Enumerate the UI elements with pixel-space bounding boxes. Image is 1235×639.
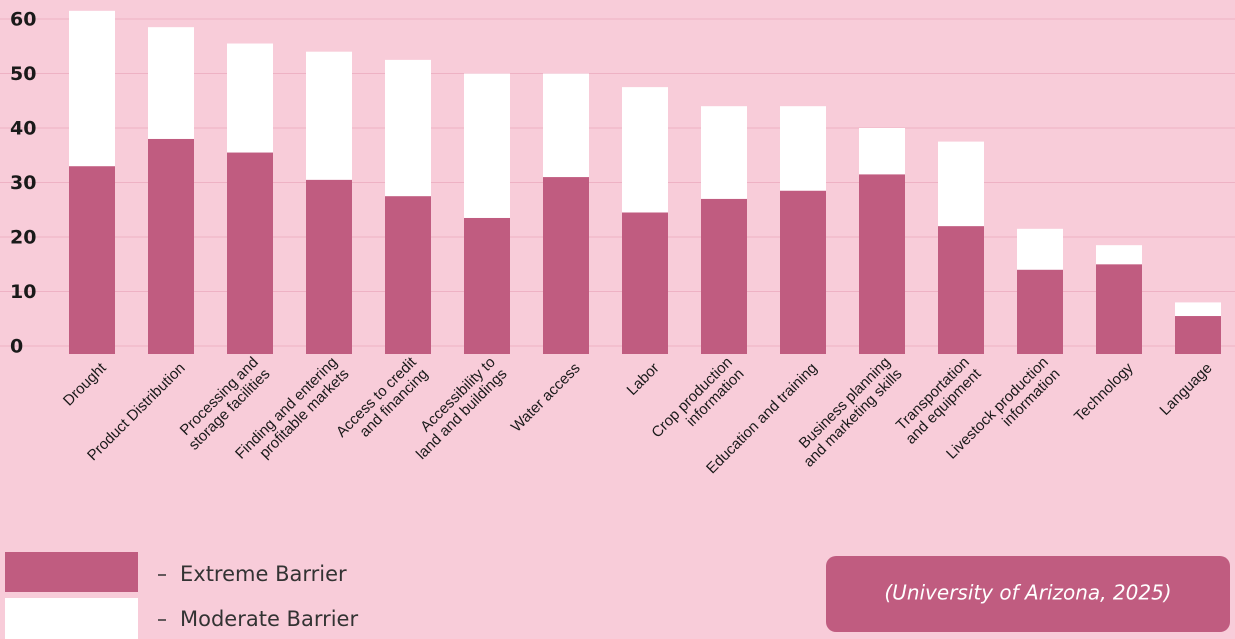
- bar-segment: [148, 138, 194, 354]
- y-tick-label: 10: [10, 281, 36, 303]
- x-tick-label: Language: [1156, 360, 1215, 419]
- bar-segment: [701, 198, 747, 354]
- bar-segment: [938, 226, 984, 354]
- bar-segment: [1017, 228, 1063, 270]
- bar-segment: [859, 174, 905, 354]
- bar-segment: [1017, 269, 1063, 354]
- bar-segment: [148, 27, 194, 139]
- bar-segment: [780, 190, 826, 354]
- y-tick-label: 50: [10, 63, 36, 85]
- bar-segment: [306, 179, 352, 354]
- x-tick-label: Water access: [508, 360, 584, 436]
- bar-segment: [464, 73, 510, 218]
- bar-segment: [1096, 245, 1142, 265]
- bar-segment: [938, 141, 984, 227]
- bar-segment: [1175, 316, 1221, 354]
- bar-segment: [622, 87, 668, 213]
- bar-segment: [1096, 264, 1142, 354]
- bar-segment: [464, 217, 510, 354]
- y-tick-label: 60: [10, 9, 36, 31]
- bar-segment: [622, 212, 668, 354]
- x-tick-label: Technology: [1071, 359, 1137, 425]
- source: (University of Arizona, 2025): [884, 581, 1171, 605]
- x-tick-label: Drought: [60, 359, 110, 409]
- y-tick-label: 40: [10, 118, 36, 140]
- bar-segment: [859, 128, 905, 175]
- source-box: [826, 556, 1230, 632]
- bar-segment: [385, 59, 431, 197]
- bar-segment: [780, 106, 826, 191]
- bar-segment: [385, 196, 431, 354]
- bar-segment: [227, 152, 273, 354]
- x-tick-label: Labor: [623, 360, 662, 399]
- bar-segment: [306, 51, 352, 180]
- bar-segment: [227, 43, 273, 153]
- y-tick-label: 20: [10, 227, 36, 249]
- legend-label: Moderate Barrier: [180, 607, 358, 631]
- x-tick-label: Access to creditand financing: [333, 353, 432, 452]
- y-tick-label: 30: [10, 172, 36, 194]
- bar-segment: [1175, 302, 1221, 317]
- bar-segment: [701, 106, 747, 199]
- bar-segment: [543, 73, 589, 178]
- y-tick-label: 0: [10, 336, 23, 358]
- legend-swatch-moderate: [5, 598, 138, 639]
- bar-segment: [69, 166, 115, 354]
- bar-segment: [543, 177, 589, 354]
- legend-label: Extreme Barrier: [180, 562, 347, 586]
- legend-swatch-extreme: [5, 552, 138, 592]
- bar-segment: [69, 10, 115, 167]
